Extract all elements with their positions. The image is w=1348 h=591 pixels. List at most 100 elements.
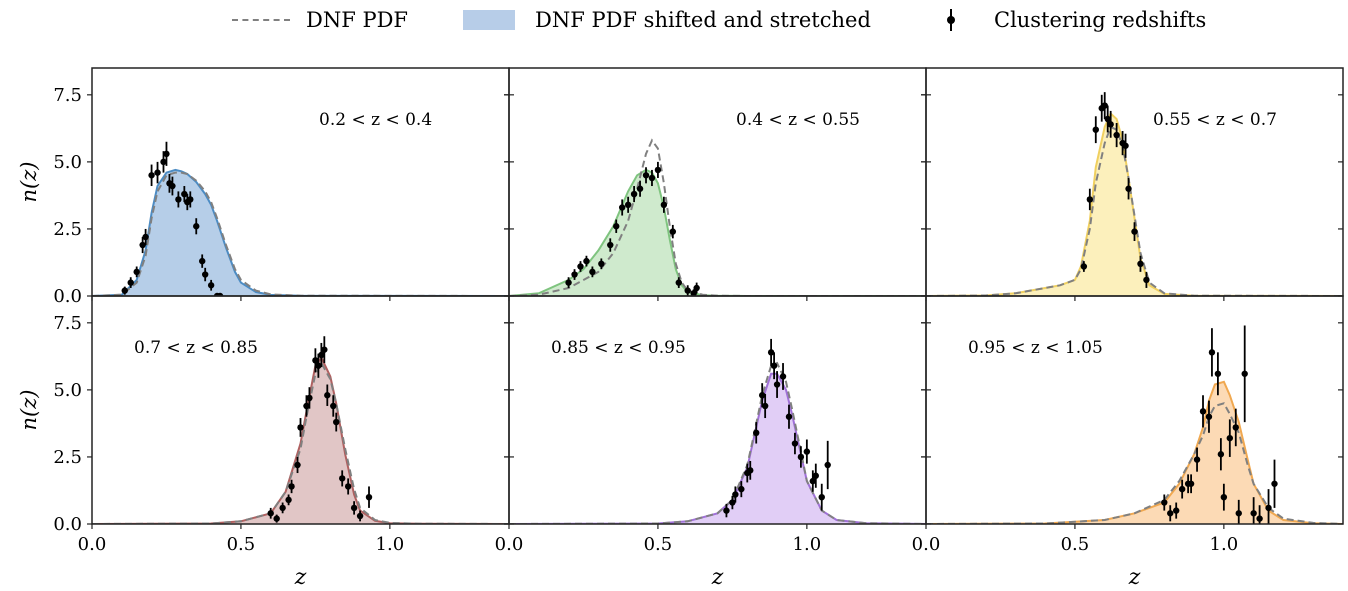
data-point: [1187, 480, 1195, 487]
data-point: [1167, 510, 1174, 517]
data-point: [1104, 115, 1111, 123]
data-point: [761, 402, 769, 410]
data-point: [154, 169, 161, 176]
data-point: [613, 223, 620, 230]
data-point: [1193, 456, 1201, 463]
data-point: [1214, 370, 1222, 377]
shifted-pdf-fill: [926, 381, 1343, 524]
data-point: [1271, 480, 1278, 487]
x-tick-label: 0.5: [644, 534, 673, 555]
shifted-pdf-fill: [92, 357, 509, 524]
data-point: [1161, 499, 1168, 506]
data-point: [306, 394, 313, 402]
data-point: [312, 357, 319, 364]
data-point: [201, 271, 209, 278]
data-point: [216, 292, 224, 296]
legend-item-dnf-pdf: DNF PDF: [232, 6, 408, 34]
panel-plot-area: [92, 141, 509, 296]
data-point: [669, 228, 677, 235]
shifted-pdf-fill: [92, 169, 509, 296]
data-point: [732, 491, 739, 498]
panel-range-label: 0.95 < z < 1.05: [968, 338, 1103, 358]
x-axis-label: z: [1128, 565, 1141, 590]
data-point: [690, 290, 697, 296]
panel-1: 0.2 < z < 0.4 0.0 2.5 5.0 7.5 n(z): [17, 67, 510, 307]
data-point: [350, 504, 358, 512]
shifted-pdf-fill: [509, 373, 926, 524]
data-point: [824, 461, 831, 469]
data-point: [1226, 434, 1234, 442]
filled-area-swatch: [463, 10, 515, 30]
data-point: [571, 271, 578, 278]
x-tick-label: 1.0: [376, 534, 405, 555]
data-point: [321, 346, 328, 353]
data-point: [1086, 196, 1094, 203]
data-point: [1208, 349, 1216, 356]
y-tick-label: 2.5: [53, 219, 82, 240]
x-tick-label: 1.0: [1210, 534, 1239, 555]
shifted-pdf-fill: [926, 113, 1343, 296]
data-point: [1235, 510, 1242, 517]
data-point: [1217, 451, 1225, 458]
x-tick-label: 0.5: [227, 534, 256, 555]
data-point: [1113, 131, 1120, 139]
panel-plot-area: [926, 325, 1343, 524]
panel-frame: [508, 295, 927, 525]
data-point: [675, 279, 682, 286]
panel-plot-area: [509, 138, 926, 296]
data-point: [127, 279, 134, 286]
data-point: [1143, 276, 1150, 284]
y-tick-label: 7.5: [53, 85, 82, 106]
data-point: [723, 507, 730, 514]
y-tick-label: 0.0: [53, 286, 82, 307]
dnf-pdf-line: [509, 361, 926, 524]
dashed-line-swatch: [232, 19, 290, 21]
data-point: [273, 515, 280, 522]
dnf-pdf-line: [92, 171, 509, 296]
data-point: [193, 223, 200, 230]
data-point: [812, 472, 819, 479]
data-point: [1241, 370, 1248, 377]
data-point: [344, 483, 352, 490]
x-tick-label: 0.0: [912, 534, 941, 555]
data-point: [758, 392, 766, 399]
shifted-pdf-line: [509, 372, 926, 524]
data-point: [1250, 510, 1257, 517]
data-point: [809, 477, 817, 485]
data-point: [791, 440, 799, 447]
panel-6: 0.95 < z < 1.05 0.0 0.5 1.0 z: [912, 295, 1344, 590]
data-point: [654, 166, 662, 174]
data-point: [797, 453, 805, 461]
dnf-pdf-line: [509, 138, 926, 296]
legend-label: DNF PDF shifted and stretched: [535, 8, 871, 32]
data-point: [598, 260, 605, 268]
data-point: [747, 467, 754, 474]
data-point: [365, 493, 373, 501]
panel-range-label: 0.55 < z < 0.7: [1153, 110, 1277, 130]
data-point: [160, 158, 167, 166]
data-point: [294, 461, 301, 469]
data-point: [779, 373, 787, 380]
data-point: [297, 424, 304, 431]
shifted-pdf-line: [509, 168, 926, 296]
x-axis-label: z: [711, 565, 724, 590]
data-point: [624, 201, 632, 208]
x-tick-label: 0.5: [1061, 534, 1090, 555]
panel-range-label: 0.2 < z < 0.4: [319, 110, 432, 130]
data-point: [318, 351, 325, 359]
legend-item-shifted: DNF PDF shifted and stretched: [463, 6, 871, 34]
data-point: [187, 196, 194, 203]
x-tick-label: 1.0: [793, 534, 822, 555]
legend-item-clustering: Clustering redshifts: [946, 6, 1206, 34]
y-tick-label: 0.0: [53, 514, 82, 535]
data-point: [1205, 413, 1213, 420]
data-point: [589, 268, 596, 276]
y-axis-label: n(z): [17, 162, 41, 203]
panel-plot-area: [92, 336, 509, 524]
panel-plot-area: [509, 338, 926, 524]
data-point: [330, 402, 337, 410]
data-point: [288, 483, 295, 490]
data-point: [333, 418, 340, 426]
data-point: [693, 284, 700, 292]
data-point: [163, 150, 170, 158]
